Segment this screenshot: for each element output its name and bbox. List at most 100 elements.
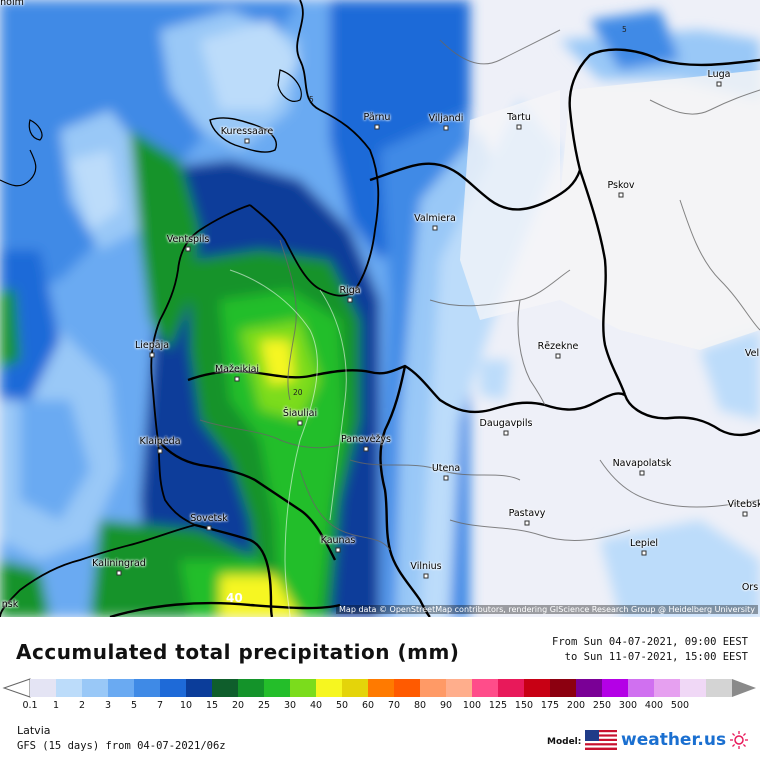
city-marker [234,376,240,382]
city-marker [297,420,303,426]
city-label: Klaipėda [139,436,181,447]
city-marker [555,353,561,359]
legend-tick-label: 200 [566,700,586,711]
brand-logo[interactable]: weather.us [585,730,749,750]
model-run: GFS (15 days) from 04-07-2021/06z [17,740,226,752]
city-label: Ventspils [166,234,210,245]
city-marker [641,550,647,556]
city-marker [335,547,341,553]
legend-swatch [446,679,473,697]
color-legend [2,678,756,698]
city-label: Navapolatsk [612,458,672,469]
city-label: Daugavpils [479,418,533,429]
city-label: Pskov [607,180,635,191]
region-label: Latvia [17,724,51,737]
legend-tick-label: 500 [670,700,690,711]
legend-swatch [238,679,265,697]
contour-label: 5 [309,95,314,104]
legend-swatch [524,679,551,697]
city-marker [363,446,369,452]
us-flag-icon [585,730,617,750]
legend-tick-label: 2 [78,700,86,711]
city-marker [347,297,353,303]
city-marker [443,475,449,481]
legend-tick-label: 70 [387,700,401,711]
legend-swatch [498,679,525,697]
period-from: From Sun 04-07-2021, 09:00 EEST [552,636,748,648]
city-marker [618,192,624,198]
legend-swatch [576,679,603,697]
city-label: Pastavy [508,508,546,519]
city-label: Rēzekne [537,341,579,352]
legend-tick-label: 0.1 [22,700,38,711]
legend-swatch [264,679,291,697]
legend-tick-label: 250 [592,700,612,711]
edge-label-right-bottom: Ors [741,582,759,593]
legend-swatch [290,679,317,697]
city-label: Vitebsk [727,499,760,510]
city-label: Kaliningrad [92,558,146,569]
map-attribution: Map data © OpenStreetMap contributors, r… [336,605,758,614]
legend-swatch [550,679,577,697]
period-to: to Sun 11-07-2021, 15:00 EEST [564,651,748,663]
legend-tick-label: 150 [514,700,534,711]
legend-tick-label: 7 [156,700,164,711]
city-label: Valmiera [414,213,456,224]
city-label: Lepiel [629,538,659,549]
brand-name: weather.us [621,730,727,750]
legend-tick-label: 175 [540,700,560,711]
legend-tick-label: 3 [104,700,112,711]
legend-tick-label: 90 [439,700,453,711]
city-label: Šiauliai [282,408,318,419]
legend-min-arrow [2,678,31,698]
city-marker [185,246,191,252]
city-label: Sovetsk [190,513,228,524]
legend-tick-label: 30 [283,700,297,711]
city-marker [524,520,530,526]
legend-swatch [602,679,629,697]
legend-tick-label: 50 [335,700,349,711]
city-label: Viljandi [428,113,464,124]
sun-logo-icon [730,731,749,749]
edge-label-right-mid: Vel [744,348,760,359]
chart-title: Accumulated total precipitation (mm) [16,640,460,664]
legend-swatch [706,679,733,697]
city-marker [742,511,748,517]
edge-label-bottom-left: nsk [1,599,19,610]
city-marker [423,573,429,579]
city-marker [443,125,449,131]
precipitation-map[interactable]: Kuressaare Pärnu Viljandi Tartu Luga Pskov Val… [0,0,760,617]
legend-swatch [420,679,447,697]
legend-swatch [342,679,369,697]
contour-label: 40 [226,591,243,605]
city-label: Vilnius [410,561,442,572]
legend-swatch [56,679,83,697]
legend-swatch [368,679,395,697]
legend-max-arrow [732,679,756,697]
legend-tick-label: 1 [52,700,60,711]
legend-swatch [654,679,681,697]
city-marker [157,448,163,454]
legend-swatch [212,679,239,697]
legend-tick-label: 10 [179,700,193,711]
legend-swatch [394,679,421,697]
legend-swatch [316,679,343,697]
legend-swatch [134,679,161,697]
legend-swatch [30,679,57,697]
city-marker [639,470,645,476]
city-marker [149,352,155,358]
city-marker [374,124,380,130]
city-label: Kuressaare [220,126,274,137]
city-marker [244,138,250,144]
legend-tick-label: 80 [413,700,427,711]
legend-tick-label: 20 [231,700,245,711]
legend-swatch [160,679,187,697]
legend-tick-label: 40 [309,700,323,711]
legend-swatch [472,679,499,697]
city-label: Riga [339,285,361,296]
legend-tick-label: 400 [644,700,664,711]
contour-label: 5 [622,25,627,34]
city-label: Liepāja [134,340,170,351]
city-marker [503,430,509,436]
legend-tick-label: 125 [488,700,508,711]
